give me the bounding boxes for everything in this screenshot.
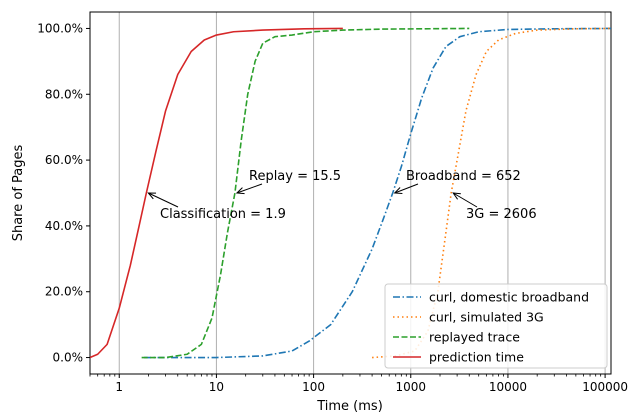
annotation-arrowhead bbox=[452, 192, 461, 200]
x-axis-label: Time (ms) bbox=[316, 399, 383, 413]
x-tick-label: 100 bbox=[302, 380, 325, 394]
annotation-label: 3G = 2606 bbox=[466, 207, 537, 222]
legend-label: replayed trace bbox=[429, 330, 520, 345]
y-tick-label: 40.0% bbox=[45, 219, 83, 233]
plot-frame bbox=[89, 11, 612, 375]
series-line-curl-domestic-broadband bbox=[144, 27, 611, 359]
annotation-label: Classification = 1.9 bbox=[160, 207, 286, 222]
annotation-arrow bbox=[394, 183, 419, 194]
annotation-arrowhead bbox=[147, 192, 157, 200]
annotation-arrowhead bbox=[393, 187, 403, 194]
grid-lines bbox=[118, 12, 606, 374]
y-tick-label: 0.0% bbox=[53, 351, 84, 365]
y-axis-label: Share of Pages bbox=[11, 145, 26, 242]
x-axis-ticks: 1 10 100 1000 10000 100000 bbox=[89, 374, 628, 394]
annotations: Classification = 1.9 Replay = 15.5 Broadba… bbox=[147, 169, 537, 222]
y-tick-label: 80.0% bbox=[45, 87, 83, 101]
annotation-arrow bbox=[236, 183, 263, 194]
y-tick-label: 20.0% bbox=[45, 285, 83, 299]
annotation-arrow bbox=[148, 192, 179, 208]
y-axis-ticks: 0.0% 20.0% 40.0% 60.0% 80.0% 100.0% bbox=[37, 21, 90, 365]
legend-label: curl, simulated 3G bbox=[429, 310, 544, 325]
annotation-arrowhead bbox=[235, 187, 245, 195]
legend-label: curl, domestic broadband bbox=[429, 290, 589, 305]
x-tick-label: 1 bbox=[115, 380, 123, 394]
x-tick-label: 100000 bbox=[582, 380, 628, 394]
annotation-label: Replay = 15.5 bbox=[249, 169, 341, 184]
series-line-replayed-trace bbox=[141, 27, 470, 359]
legend-box bbox=[384, 283, 608, 369]
legend: curl, domestic broadband curl, simulated … bbox=[384, 283, 608, 369]
series-line-prediction-time bbox=[90, 27, 343, 359]
annotation-arrow bbox=[452, 192, 478, 208]
x-tick-label: 1000 bbox=[395, 380, 426, 394]
legend-label: prediction time bbox=[429, 350, 524, 365]
x-tick-label: 10 bbox=[209, 380, 224, 394]
annotation-label: Broadband = 652 bbox=[406, 169, 521, 184]
y-tick-label: 60.0% bbox=[45, 153, 83, 167]
x-tick-label: 10000 bbox=[489, 380, 527, 394]
y-tick-label: 100.0% bbox=[37, 21, 83, 35]
